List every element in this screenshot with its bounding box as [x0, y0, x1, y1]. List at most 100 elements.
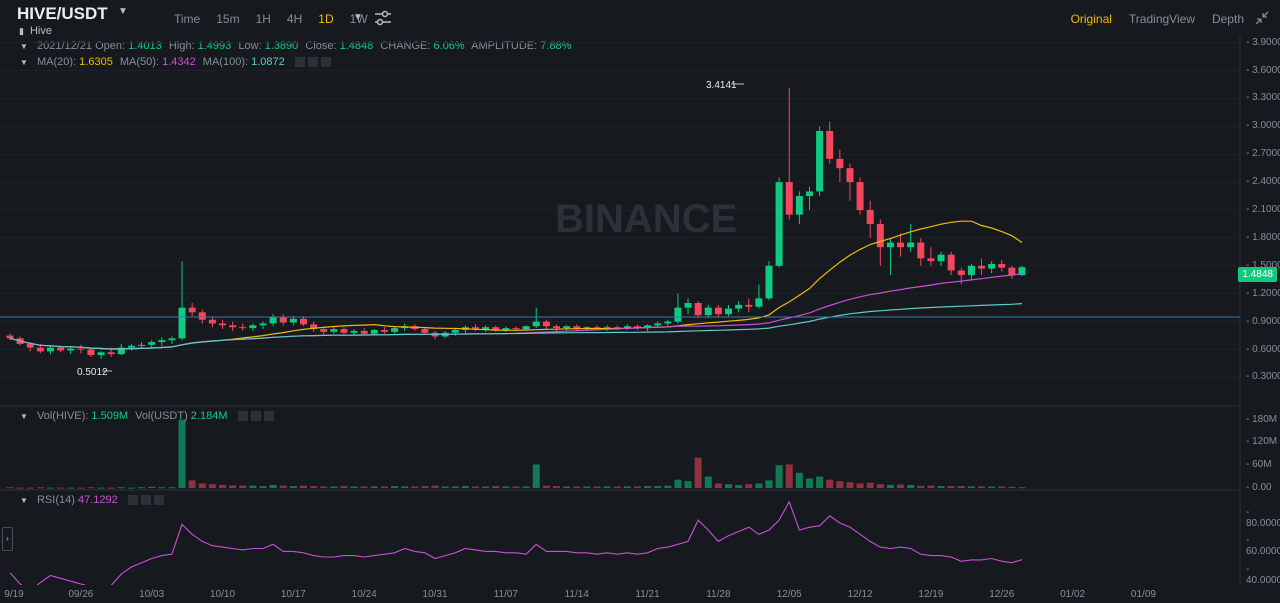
volume-bar — [168, 487, 176, 489]
close-icon[interactable] — [263, 411, 274, 422]
volume-bar — [188, 480, 196, 488]
toggle-triangle-icon[interactable]: ▼ — [20, 58, 28, 67]
volume-bar — [755, 483, 763, 488]
caret-down-icon[interactable]: ▼ — [118, 6, 128, 17]
volume-bar — [178, 419, 186, 488]
interval-1w[interactable]: 1W — [349, 12, 368, 26]
volume-bar — [380, 486, 388, 488]
more-intervals-caret-icon[interactable]: ▼ — [353, 12, 363, 23]
price-tick-label: - 0.3000 — [1246, 371, 1280, 383]
candle-body — [158, 340, 166, 343]
candle-body — [552, 326, 560, 329]
volume-bar — [391, 486, 399, 488]
interval-time[interactable]: Time — [174, 12, 201, 26]
time-tick-label: 12/26 — [989, 589, 1015, 600]
interval-15m[interactable]: 15m — [216, 12, 240, 26]
price-tick-label: - 1.8000 — [1246, 231, 1280, 243]
ma100-value: 1.0872 — [251, 56, 285, 68]
volume-bar — [623, 486, 631, 488]
settings-sliders-icon[interactable] — [374, 10, 392, 26]
candle-body — [947, 254, 955, 271]
toggle-triangle-icon[interactable]: ▼ — [20, 412, 28, 421]
candle-body — [57, 347, 65, 351]
view-tradingview[interactable]: TradingView — [1128, 12, 1195, 26]
candle-body — [937, 254, 945, 262]
time-tick-label: 11/14 — [564, 589, 589, 600]
candle-body — [826, 130, 834, 159]
volume-bar — [978, 486, 986, 488]
interval-4h[interactable]: 4H — [286, 12, 303, 26]
candle-body — [127, 345, 135, 348]
candle-body — [684, 303, 692, 308]
volume-bar — [654, 486, 662, 488]
rsi-tick-label: - 60.0000 — [1246, 535, 1280, 558]
ma20-line — [9, 220, 1023, 350]
settings-icon[interactable] — [140, 495, 151, 506]
eye-icon[interactable] — [237, 411, 248, 422]
volume-bar — [522, 486, 530, 488]
symbol-title[interactable]: HIVE/USDT — [17, 4, 108, 23]
candle-body — [340, 329, 348, 333]
volume-bar — [967, 486, 975, 488]
candle-body — [360, 330, 368, 334]
view-depth[interactable]: Depth — [1211, 12, 1244, 26]
volume-bar — [937, 486, 945, 488]
time-tick-label: 12/05 — [776, 589, 802, 600]
candle-body — [370, 329, 378, 334]
candle-body — [846, 168, 854, 183]
candle-body — [805, 191, 813, 197]
toggle-triangle-icon[interactable]: ▼ — [20, 496, 28, 505]
eye-icon[interactable] — [294, 57, 305, 68]
candle-body — [725, 308, 733, 315]
volume-bar — [573, 486, 581, 488]
candle-body — [421, 329, 429, 333]
expand-side-tab[interactable]: › — [2, 527, 13, 551]
rsi-legend: ▼ RSI(14) 47.1292 — [20, 494, 164, 506]
price-tick-label: - 0.9000 — [1246, 315, 1280, 327]
settings-icon[interactable] — [307, 57, 318, 68]
volume-bar — [441, 486, 449, 488]
chart-canvas[interactable]: BINANCE 3.4141 0.5012 — [0, 0, 1280, 585]
candle-body — [219, 323, 227, 326]
volume-bar — [532, 464, 540, 488]
eye-icon[interactable] — [127, 495, 138, 506]
volume-bar — [704, 476, 712, 488]
candle-body — [492, 327, 500, 330]
candle-body — [623, 326, 631, 329]
view-original[interactable]: Original — [1070, 12, 1112, 26]
candle-body — [320, 329, 328, 332]
volume-bar — [158, 487, 166, 489]
price-tick-label: - 2.7000 — [1246, 148, 1280, 160]
time-axis[interactable]: 9/19 09/26 10/03 10/10 10/17 10/24 10/31 11/07 1… — [0, 585, 1240, 603]
candle-body — [168, 338, 176, 341]
candle-body — [735, 304, 743, 309]
close-icon[interactable] — [153, 495, 164, 506]
candle-body — [289, 318, 297, 323]
interval-1d[interactable]: 1D — [318, 12, 334, 26]
candle-body — [269, 316, 277, 324]
volume-bar — [97, 487, 105, 489]
volume-bar — [117, 487, 125, 489]
last-price-tag: 1.4848 — [1238, 267, 1277, 282]
volume-bar — [866, 482, 874, 488]
candle-body — [795, 196, 803, 215]
collapse-icon[interactable] — [1254, 10, 1270, 26]
candle-body — [350, 330, 358, 333]
rsi-tick-label: - 80.0000 — [1246, 507, 1280, 530]
volume-bar — [988, 486, 996, 488]
volume-bar — [421, 486, 429, 488]
volume-tick-label: - 0.00 — [1246, 482, 1272, 493]
volume-bar — [684, 481, 692, 488]
settings-icon[interactable] — [250, 411, 261, 422]
volume-bar — [886, 484, 894, 488]
volume-bar — [1018, 487, 1026, 489]
close-icon[interactable] — [320, 57, 331, 68]
candle-body — [978, 265, 986, 269]
volume-bar — [644, 486, 652, 488]
interval-1h[interactable]: 1H — [255, 12, 271, 26]
toggle-triangle-icon[interactable]: ▼ — [20, 42, 28, 51]
volume-bar — [330, 486, 338, 488]
candle-body — [259, 323, 267, 326]
volume-bar — [451, 486, 459, 488]
volume-tick-label: - 60M — [1246, 459, 1272, 471]
